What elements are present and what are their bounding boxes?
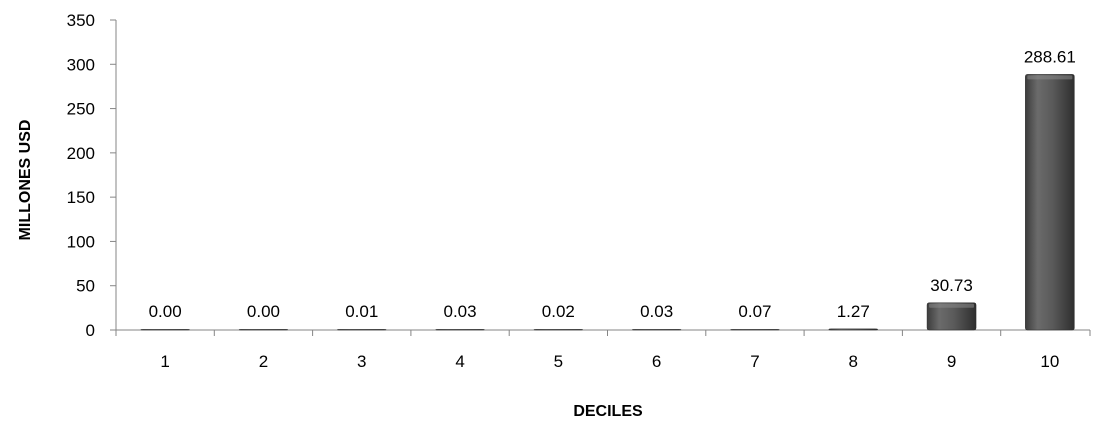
y-tick-label: 300 <box>67 55 95 74</box>
x-axis-title: DECILES <box>573 403 643 420</box>
x-tick-label: 10 <box>1040 352 1059 371</box>
y-tick-label: 50 <box>76 277 95 296</box>
y-tick-label: 150 <box>67 188 95 207</box>
bar-decile-10 <box>1025 74 1075 331</box>
bar-decile-4 <box>435 329 485 331</box>
x-tick-label: 5 <box>554 352 563 371</box>
data-label-decile-8: 1.27 <box>837 302 870 321</box>
data-label-decile-9: 30.73 <box>930 276 973 295</box>
bar-highlight <box>929 303 975 308</box>
x-tick-label: 1 <box>160 352 169 371</box>
data-label-decile-10: 288.61 <box>1024 47 1076 66</box>
y-tick-label: 200 <box>67 144 95 163</box>
bar-highlight <box>1027 75 1073 80</box>
data-labels: 0.00 0.00 0.01 0.03 0.02 0.03 0.07 1.27 30.73 288… <box>149 47 1076 321</box>
x-tick-label: 3 <box>357 352 366 371</box>
y-axis-title: MILLONES USD <box>17 120 34 241</box>
bar-decile-2 <box>238 329 289 331</box>
x-tick-label: 4 <box>455 352 464 371</box>
y-tick-label: 350 <box>67 11 95 30</box>
y-axis: 0 50 100 150 200 250 300 350 <box>67 11 117 340</box>
x-tick-label: 6 <box>652 352 661 371</box>
bars <box>140 74 1075 331</box>
y-tick-label: 0 <box>86 321 95 340</box>
bar-decile-5 <box>533 329 584 331</box>
data-label-decile-3: 0.01 <box>345 302 378 321</box>
data-label-decile-6: 0.03 <box>640 302 673 321</box>
bar-decile-3 <box>337 329 387 331</box>
bar-decile-7 <box>730 329 780 331</box>
x-axis: 1 2 3 4 5 6 7 8 9 10 <box>115 329 1091 371</box>
data-label-decile-1: 0.00 <box>149 302 182 321</box>
x-tick-label: 9 <box>947 352 956 371</box>
data-label-decile-7: 0.07 <box>738 302 771 321</box>
bar-decile-6 <box>631 329 682 331</box>
x-tick-label: 8 <box>849 352 858 371</box>
x-tick-label: 7 <box>750 352 759 371</box>
y-tick-label: 250 <box>67 100 95 119</box>
data-label-decile-5: 0.02 <box>542 302 575 321</box>
data-label-decile-2: 0.00 <box>247 302 280 321</box>
bar-decile-1 <box>140 329 190 331</box>
x-tick-label: 2 <box>259 352 268 371</box>
y-tick-label: 100 <box>67 232 95 251</box>
bar-decile-8 <box>828 328 878 331</box>
data-label-decile-4: 0.03 <box>444 302 477 321</box>
bar-decile-9 <box>926 302 977 331</box>
